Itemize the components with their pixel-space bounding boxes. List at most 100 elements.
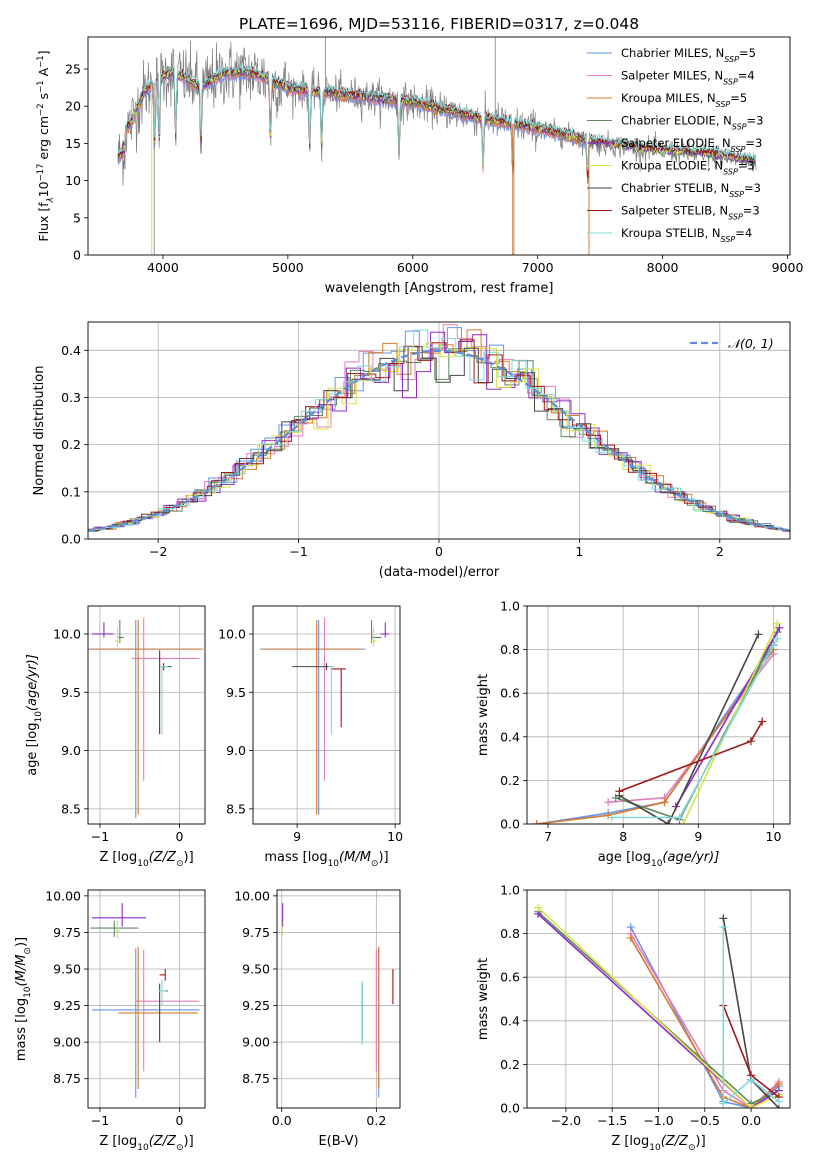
- x-tick-label: 0: [176, 829, 184, 844]
- weight-line: [537, 913, 780, 1108]
- grid-lines: [253, 606, 400, 824]
- x-tick-label: −2.0: [551, 1113, 581, 1128]
- axes-frame: [252, 605, 401, 825]
- x-tick-label: 8000: [647, 260, 679, 275]
- normal-curve: [88, 349, 790, 532]
- y-tick-label: 8.75: [53, 1071, 81, 1086]
- y-tick-label: 5: [73, 210, 81, 225]
- spectrum-panel: 4000 5000 6000 7000 8000 9000 0 5 10 15 20 25 wavele…: [36, 36, 803, 296]
- errorbar-kroupa_elodie: [370, 626, 377, 647]
- errorbar-chabrier_miles: [91, 948, 200, 1098]
- y-tick-label: 0.3: [61, 390, 81, 405]
- weight-line: [536, 644, 775, 824]
- y-tick-label: 9.00: [242, 1035, 270, 1050]
- grid-lines: [88, 890, 205, 1108]
- residual-legend: 𝒩(0, 1): [690, 336, 774, 351]
- x-axis-label: E(B-V): [318, 1134, 358, 1149]
- legend-label: 𝒩(0, 1): [728, 336, 774, 351]
- legend-label: Kroupa STELIB, NSSP=4: [621, 226, 752, 244]
- y-tick-label: 0.8: [500, 642, 520, 657]
- legend-label: Kroupa ELODIE, NSSP=3: [621, 159, 755, 177]
- weight-series-salpeter_stelib: [615, 717, 767, 796]
- x-tick-label: 9: [694, 829, 702, 844]
- axes-frame: [526, 889, 791, 1109]
- y-tick-label: 0.0: [61, 532, 81, 547]
- errorbar-kroupa_stelib: [160, 666, 169, 735]
- y-tick-label: 10.00: [234, 888, 270, 903]
- y-axis-label: Normed distribution: [32, 366, 47, 496]
- massweight_vs_Z-panel: −2.0 −1.5 −1.0 −0.5 0.0 0.0 0.2 0.4 0.6 0.8 1.0 Z […: [476, 883, 791, 1153]
- y-tick-label: 0: [73, 248, 81, 263]
- x-tick-label: 4000: [147, 260, 179, 275]
- y-tick-label: 10.00: [45, 888, 81, 903]
- x-tick-label: 10: [387, 829, 403, 844]
- y-tick-label: 15: [65, 136, 81, 151]
- y-tick-label: 0.8: [500, 926, 520, 941]
- x-tick-label: −1.0: [643, 1113, 673, 1128]
- weight-line: [611, 638, 778, 819]
- errorbar-kroupa_miles: [118, 947, 198, 1089]
- x-tick-label: 2: [716, 544, 724, 559]
- x-axis-label: mass [log10(M/M⊙)]: [264, 850, 388, 869]
- legend-label: Chabrier MILES, NSSP=5: [621, 46, 756, 64]
- weight-line: [615, 631, 778, 821]
- weight-line: [536, 649, 775, 824]
- x-tick-label: −0.5: [690, 1113, 720, 1128]
- plot-area: [532, 619, 784, 824]
- age_vs_mass-panel: 9 10 8.5 9.0 9.5 10.0 mass [log10(M/M⊙)]: [218, 605, 403, 869]
- weight-series-kroupa_stelib: [719, 923, 783, 1108]
- errorbar-salpeter_elodie: [380, 622, 390, 638]
- errorbar-kroupa_elodie: [115, 920, 120, 939]
- axes-frame: [276, 889, 401, 1109]
- x-tick-label: 0.0: [741, 1113, 761, 1128]
- grid-lines: [527, 605, 790, 825]
- y-tick-label: 10.0: [218, 626, 246, 641]
- y-tick-label: 9.5: [226, 685, 246, 700]
- errorbar-chabrier_stelib: [292, 663, 332, 671]
- mass_vs_Z-panel: −1 0 8.75 9.00 9.25 9.50 9.75 10.00 Z [log10(Z/Z…: [14, 888, 206, 1153]
- plot-area: [534, 903, 783, 1108]
- errorbar-chabrier_elodie: [90, 920, 139, 937]
- axes-frame: [87, 321, 791, 540]
- weight-series-kroupa_stelib: [607, 634, 782, 822]
- errorbar-kroupa_miles: [90, 619, 204, 815]
- x-tick-label: 8: [619, 829, 627, 844]
- histogram-kroupa_stelib: [90, 329, 790, 530]
- x-axis-label: Z [log10(Z/Z⊙)]: [99, 1134, 193, 1153]
- legend-label: Salpeter ELODIE, NSSP=3: [621, 136, 762, 154]
- x-axis-label: Z [log10(Z/Z⊙)]: [99, 850, 193, 869]
- x-tick-label: −1.5: [597, 1113, 627, 1128]
- axes-frame: [526, 605, 791, 825]
- errorbar-chabrier_elodie: [118, 619, 124, 644]
- weight-series-chabrier_stelib: [615, 630, 763, 824]
- y-tick-label: 0.2: [500, 773, 520, 788]
- y-tick-label: 0.0: [500, 1101, 520, 1116]
- plot-area: [281, 903, 394, 1098]
- y-tick-label: 1.0: [500, 599, 520, 614]
- mass_vs_ebv-panel: 0.0 0.2 8.75 9.00 9.25 9.50 9.75 10.00 E(B-V): [234, 888, 401, 1149]
- y-tick-label: 10.0: [53, 626, 81, 641]
- x-tick-label: 0.0: [272, 1113, 292, 1128]
- y-tick-label: 9.0: [226, 743, 246, 758]
- legend-label: Salpeter MILES, NSSP=4: [621, 69, 755, 87]
- x-tick-label: 0: [435, 544, 443, 559]
- y-axis-label: mass [log10(M/M⊙)]: [14, 937, 33, 1061]
- y-tick-label: 9.00: [53, 1035, 81, 1050]
- errorbar-salpeter_elodie: [91, 622, 114, 638]
- y-tick-label: 0.4: [61, 343, 81, 358]
- age_vs_Z-panel: −1 0 8.5 9.0 9.5 10.0 Z [log10(Z/Z⊙)] age [log1…: [25, 605, 206, 869]
- plot-area: [90, 903, 200, 1098]
- errorbar-salpeter_stelib: [159, 969, 166, 981]
- y-tick-label: 9.25: [53, 998, 81, 1013]
- histogram-kroupa_elodie: [89, 342, 790, 531]
- x-tick-label: −1: [91, 1113, 109, 1128]
- y-tick-label: 0.2: [61, 437, 81, 452]
- y-tick-label: 25: [65, 61, 81, 76]
- y-axis-label: age [log10(age/yr)]: [25, 654, 44, 776]
- x-axis-label: (data-model)/error: [379, 565, 500, 580]
- y-tick-label: 8.75: [242, 1071, 270, 1086]
- y-tick-label: 9.50: [53, 962, 81, 977]
- y-tick-label: 0.6: [500, 970, 520, 985]
- plot-area: [88, 324, 790, 533]
- weight-line: [630, 937, 780, 1108]
